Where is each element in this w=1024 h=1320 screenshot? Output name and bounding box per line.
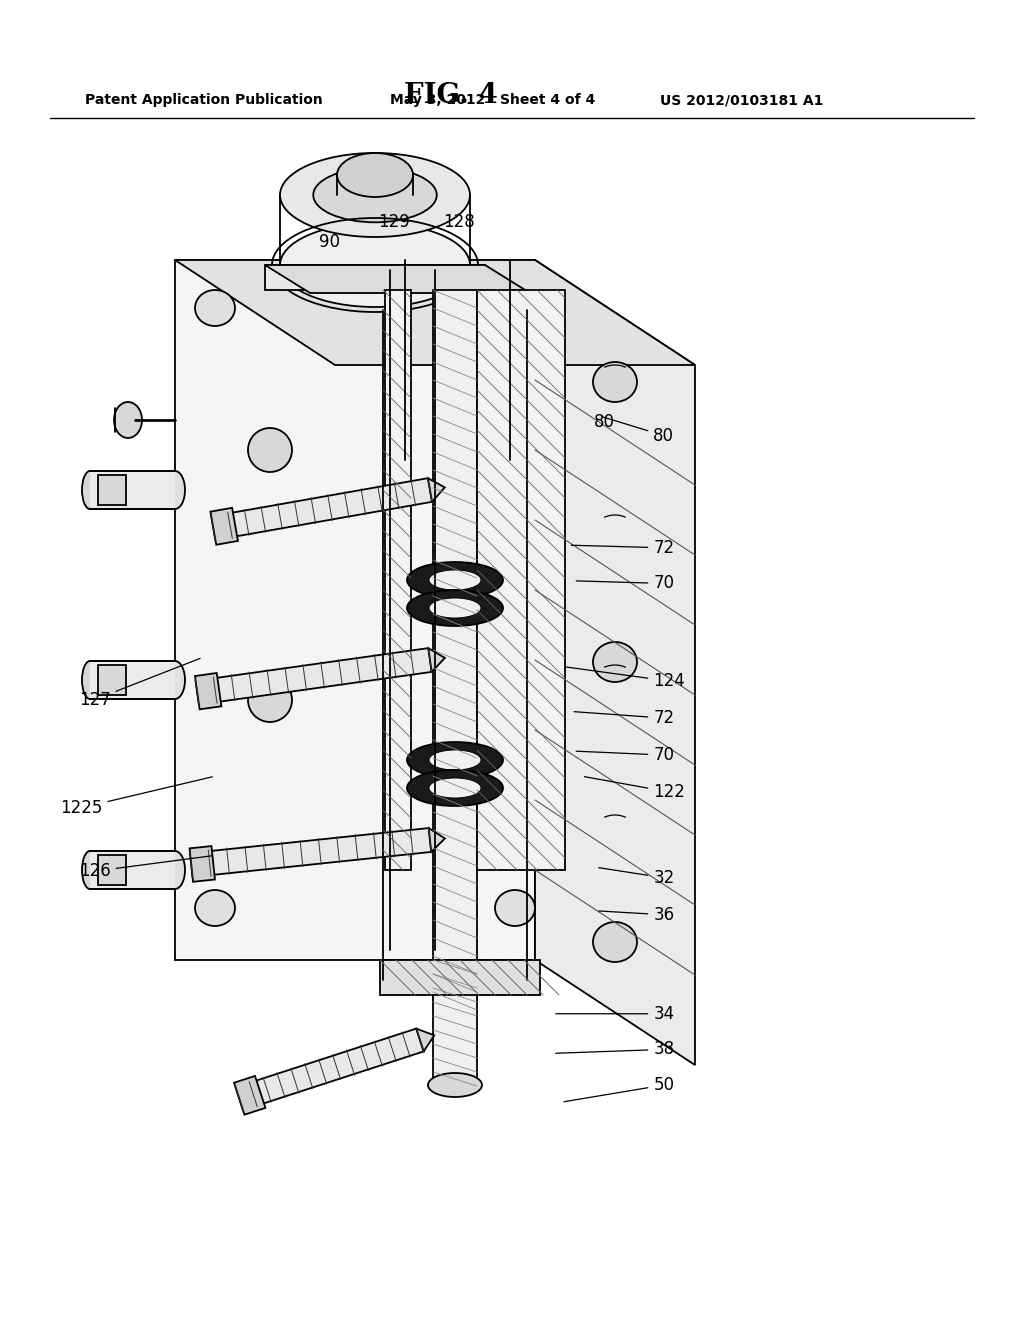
Ellipse shape (337, 153, 413, 197)
Text: 90: 90 (319, 232, 340, 251)
Text: 128: 128 (442, 213, 475, 231)
Ellipse shape (593, 362, 637, 403)
Polygon shape (175, 260, 695, 366)
Ellipse shape (313, 168, 437, 222)
Text: 70: 70 (577, 574, 675, 593)
Text: 38: 38 (556, 1040, 675, 1059)
Ellipse shape (428, 1073, 482, 1097)
Polygon shape (429, 828, 444, 851)
Text: FIG. 4: FIG. 4 (403, 82, 498, 108)
Text: 80: 80 (602, 417, 675, 445)
Ellipse shape (82, 471, 98, 510)
Polygon shape (175, 260, 535, 960)
Ellipse shape (82, 851, 98, 888)
Polygon shape (265, 265, 530, 293)
Polygon shape (190, 828, 431, 876)
Ellipse shape (407, 742, 503, 777)
Bar (433, 290, 477, 1001)
Ellipse shape (429, 777, 481, 799)
Bar (90, 471, 175, 510)
Text: 50: 50 (564, 1076, 675, 1102)
Bar (98, 475, 126, 506)
Polygon shape (189, 846, 215, 882)
Text: 122: 122 (585, 776, 685, 801)
Text: 72: 72 (571, 539, 675, 557)
Ellipse shape (165, 851, 185, 888)
Ellipse shape (248, 678, 292, 722)
Ellipse shape (82, 661, 98, 700)
Ellipse shape (429, 598, 481, 618)
Ellipse shape (495, 290, 535, 326)
Ellipse shape (248, 428, 292, 473)
Bar (380, 960, 540, 995)
Ellipse shape (495, 890, 535, 927)
Text: 80: 80 (594, 413, 614, 432)
Text: 127: 127 (79, 659, 200, 709)
Ellipse shape (407, 562, 503, 598)
Bar (433, 960, 477, 1085)
Text: US 2012/0103181 A1: US 2012/0103181 A1 (660, 92, 823, 107)
Text: 126: 126 (79, 855, 212, 880)
Text: 36: 36 (599, 906, 675, 924)
Ellipse shape (407, 770, 503, 807)
Text: 32: 32 (599, 867, 675, 887)
Ellipse shape (280, 223, 470, 308)
Polygon shape (210, 508, 238, 545)
Ellipse shape (429, 750, 481, 770)
Ellipse shape (593, 642, 637, 682)
Ellipse shape (429, 570, 481, 590)
Bar (90, 661, 175, 700)
Polygon shape (236, 1028, 424, 1110)
Ellipse shape (195, 290, 234, 326)
Bar (90, 851, 175, 888)
Polygon shape (417, 1028, 434, 1052)
Ellipse shape (165, 661, 185, 700)
Polygon shape (196, 648, 432, 705)
Text: 129: 129 (378, 213, 411, 231)
Text: 72: 72 (574, 709, 675, 727)
Polygon shape (234, 1076, 265, 1114)
Polygon shape (428, 648, 444, 672)
Text: Patent Application Publication: Patent Application Publication (85, 92, 323, 107)
Ellipse shape (114, 403, 142, 438)
Text: May 3, 2012   Sheet 4 of 4: May 3, 2012 Sheet 4 of 4 (390, 92, 595, 107)
Text: 1225: 1225 (60, 776, 212, 817)
Bar (477, 290, 565, 870)
Ellipse shape (195, 890, 234, 927)
Ellipse shape (280, 153, 470, 238)
Ellipse shape (407, 590, 503, 626)
Text: 124: 124 (566, 667, 685, 690)
Polygon shape (195, 673, 221, 709)
Ellipse shape (165, 471, 185, 510)
Bar (98, 665, 126, 696)
Ellipse shape (593, 921, 637, 962)
Bar (265, 265, 485, 290)
Polygon shape (535, 260, 695, 1065)
Polygon shape (428, 478, 444, 502)
Text: 34: 34 (556, 1005, 675, 1023)
Text: 70: 70 (577, 746, 675, 764)
Bar (98, 855, 126, 884)
Polygon shape (211, 478, 432, 540)
Bar (385, 290, 411, 870)
